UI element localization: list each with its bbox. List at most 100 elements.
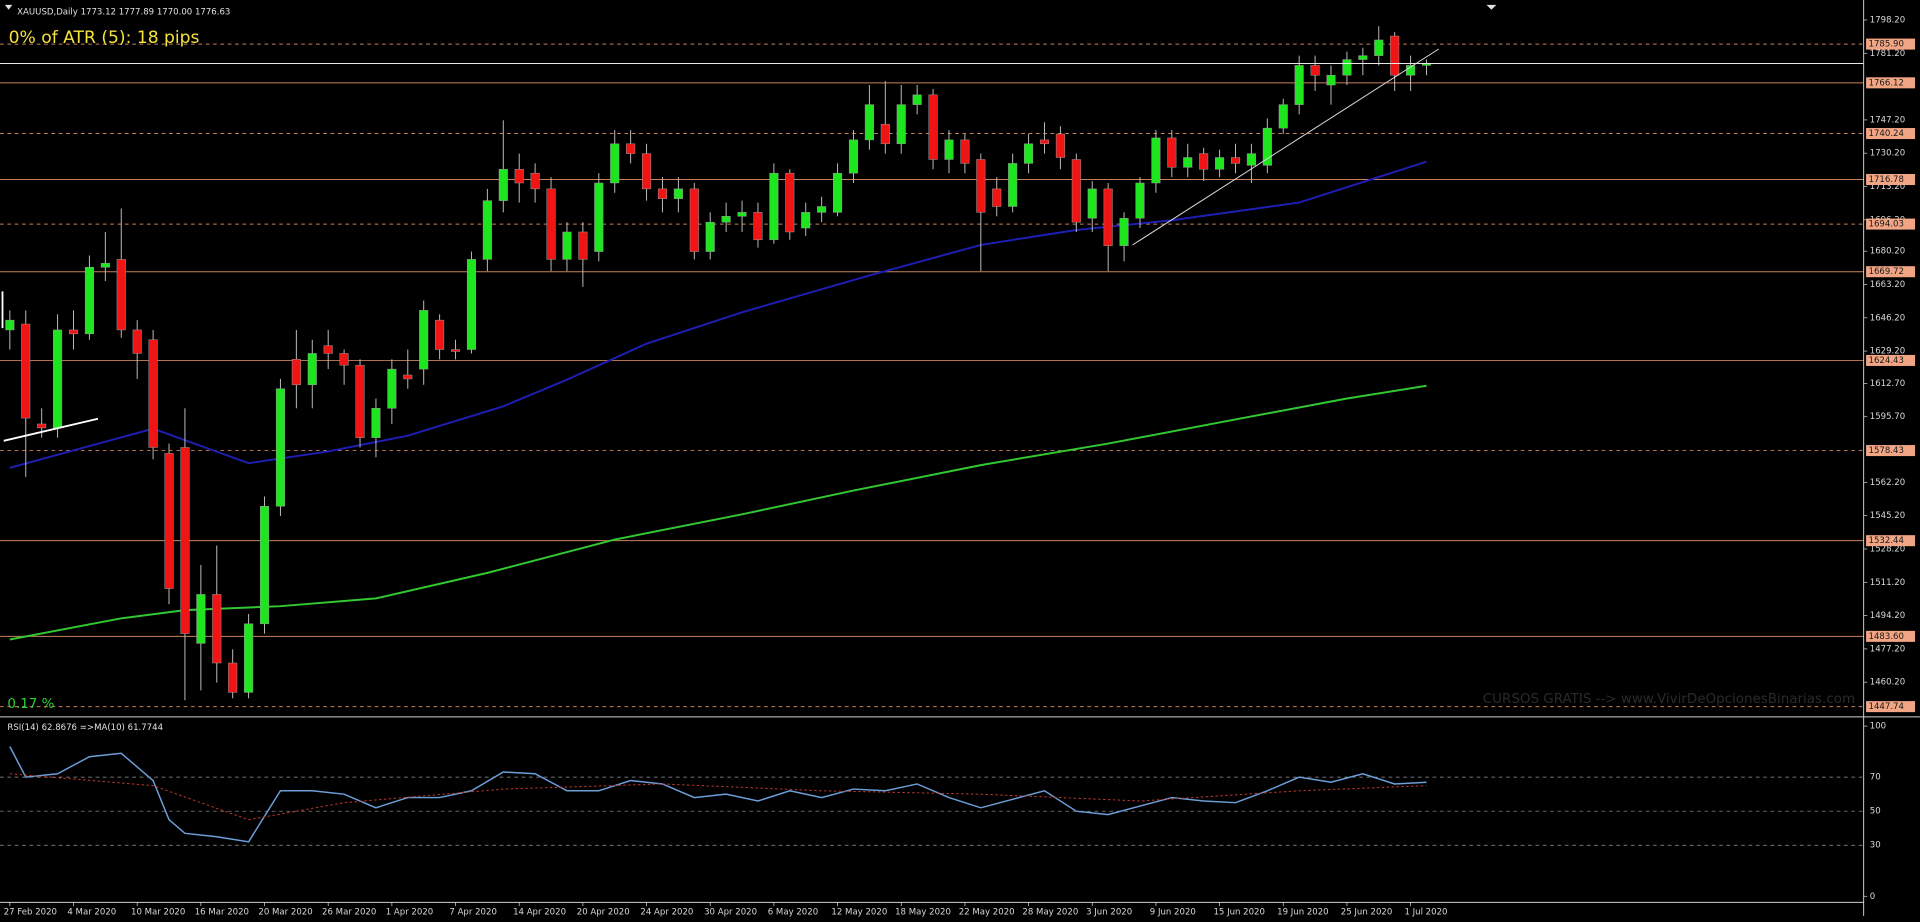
- candle-body: [1262, 127, 1272, 166]
- level-label: 1578.43: [1869, 446, 1904, 456]
- level-label: 1716.78: [1869, 175, 1904, 185]
- level-label-box: [1866, 354, 1916, 366]
- y-tick-label: 1798.20: [1870, 15, 1905, 25]
- candle-body: [451, 349, 461, 352]
- candle-body: [1326, 74, 1336, 86]
- x-tick-label: 4 Mar 2020: [67, 908, 116, 918]
- candle-body: [976, 159, 986, 213]
- line-series: [9, 773, 1427, 821]
- y-tick-label: 1460.20: [1870, 678, 1905, 688]
- level-label: 1483.60: [1869, 632, 1904, 642]
- level-label-box: [1866, 77, 1916, 89]
- candle-body: [673, 188, 683, 199]
- y-tick-label: 1612.70: [1870, 379, 1905, 389]
- candle-body: [912, 94, 922, 105]
- candle-body: [148, 339, 158, 448]
- candle-body: [53, 329, 63, 429]
- candle-body: [403, 374, 413, 380]
- x-tick-label: 22 May 2020: [959, 908, 1015, 918]
- y-tick-label: 1629.20: [1870, 347, 1905, 357]
- candle-body: [705, 221, 715, 252]
- level-label: 1669.72: [1869, 267, 1904, 277]
- candle-body: [164, 453, 174, 589]
- level-label: 1785.90: [1869, 40, 1904, 50]
- candle-body: [769, 172, 779, 241]
- y-tick-label: 1730.20: [1870, 149, 1905, 159]
- candle-body: [68, 329, 79, 335]
- candle-body: [785, 172, 795, 233]
- candle-body: [132, 329, 142, 354]
- level-label-box: [1866, 218, 1916, 230]
- change-label: 0.17 %: [7, 697, 54, 712]
- watermark: CURSOS GRATIS --> www.VivirDeOpcionesBin…: [1483, 692, 1855, 707]
- y-tick-label: 1747.20: [1870, 115, 1905, 125]
- candle-body: [100, 263, 110, 268]
- candle-body: [1135, 182, 1145, 219]
- level-label-box: [1866, 266, 1916, 278]
- candle-body: [817, 206, 827, 213]
- plot-area: 1798.201781.201747.201730.201713.201696.…: [0, 15, 1916, 918]
- candle-body: [721, 216, 731, 223]
- x-tick-label: 20 Apr 2020: [577, 908, 630, 918]
- menu-triangle[interactable]: [4, 4, 13, 10]
- x-tick-label: 28 May 2020: [1022, 908, 1078, 918]
- candle-body: [610, 143, 620, 184]
- rsi-tick-label: 100: [1870, 722, 1886, 732]
- candle-body: [5, 319, 15, 331]
- candle-body: [864, 104, 874, 141]
- candle-body: [737, 212, 747, 217]
- x-tick-label: 6 May 2020: [768, 908, 818, 918]
- candle-body: [848, 139, 859, 174]
- level-label-box: [1866, 630, 1916, 642]
- candle-body: [180, 447, 190, 634]
- y-tick-label: 1781.20: [1870, 49, 1905, 59]
- candle-body: [1087, 188, 1097, 219]
- rsi-tick-label: 0: [1870, 892, 1875, 902]
- candle-body: [371, 408, 381, 438]
- candle-body: [275, 388, 285, 507]
- candle-body: [1342, 59, 1352, 76]
- y-tick-label: 1511.20: [1870, 578, 1905, 588]
- level-label: 1740.24: [1869, 129, 1904, 139]
- candle-body: [196, 594, 206, 644]
- candle-body: [1246, 153, 1256, 166]
- rsi-tick-label: 30: [1870, 841, 1881, 851]
- candle-body: [482, 200, 492, 260]
- x-tick-label: 19 Jun 2020: [1277, 908, 1329, 918]
- x-tick-label: 16 Mar 2020: [195, 908, 249, 918]
- candle-body: [291, 359, 301, 386]
- candle-body: [259, 506, 270, 625]
- candle-body: [1199, 153, 1209, 170]
- candle-body: [212, 594, 222, 664]
- candle-body: [387, 368, 397, 409]
- candle-body: [514, 169, 524, 184]
- candle-body: [323, 345, 333, 354]
- y-tick-label: 1713.20: [1870, 182, 1905, 192]
- candle-body: [960, 139, 970, 164]
- level-label-box: [1866, 445, 1916, 457]
- level-label-box: [1866, 701, 1916, 713]
- candle-body: [307, 353, 317, 386]
- y-tick-label: 1545.20: [1870, 511, 1905, 521]
- x-tick-label: 7 Apr 2020: [449, 908, 497, 918]
- candle-body: [116, 259, 126, 331]
- level-label: 1694.03: [1869, 220, 1904, 230]
- level-label: 1532.44: [1869, 536, 1904, 546]
- candle-body: [1151, 137, 1161, 184]
- candle-body: [928, 94, 938, 160]
- trend-line: [3, 417, 99, 442]
- y-tick-label: 1646.20: [1870, 313, 1905, 323]
- candle-body: [1406, 65, 1416, 76]
- candle-body: [1071, 159, 1081, 223]
- candle-body: [1390, 35, 1400, 76]
- candle-body: [1230, 157, 1241, 164]
- candle-body: [498, 169, 508, 201]
- rsi-tick-label: 70: [1870, 773, 1881, 783]
- x-tick-label: 30 Apr 2020: [704, 908, 757, 918]
- x-tick-label: 10 Mar 2020: [131, 908, 185, 918]
- candle-body: [801, 212, 811, 229]
- candle-body: [689, 188, 699, 252]
- candle-body: [1374, 39, 1384, 56]
